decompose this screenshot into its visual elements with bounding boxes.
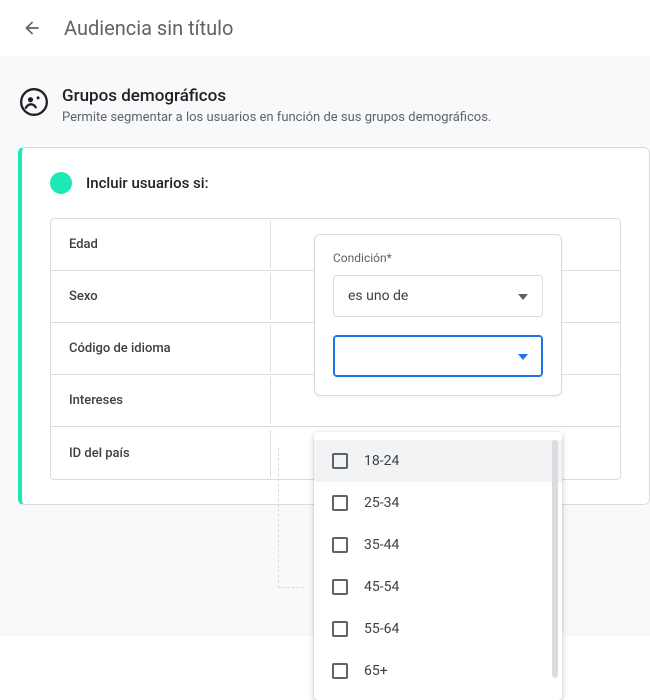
option-label: 35-44 <box>364 537 399 553</box>
section-description: Permite segmentar a los usuarios en func… <box>62 110 491 125</box>
dropdown-option[interactable]: 25-34 <box>314 482 562 524</box>
checkbox-icon[interactable] <box>332 621 348 637</box>
page-header: Audiencia sin título <box>0 0 650 56</box>
dropdown-option[interactable]: 35-44 <box>314 524 562 566</box>
section-title: Grupos demográficos <box>62 86 491 106</box>
page-title: Audiencia sin título <box>64 16 233 40</box>
dimension-label: Sexo <box>51 273 271 320</box>
option-label: 45-54 <box>364 579 399 595</box>
include-dot-icon <box>50 172 72 194</box>
condition-field-label: Condición* <box>333 251 543 265</box>
checkbox-icon[interactable] <box>332 579 348 595</box>
checkbox-icon[interactable] <box>332 495 348 511</box>
checkbox-icon[interactable] <box>332 453 348 469</box>
builder-card: Incluir usuarios si: Edad Sexo Código de i… <box>18 147 650 505</box>
condition-selected-value: es uno de <box>348 288 408 304</box>
content-area: Grupos demográficos Permite segmentar a … <box>0 56 650 636</box>
dropdown-option[interactable]: 18-24 <box>314 440 562 482</box>
demographics-icon <box>20 88 48 116</box>
value-dropdown-list[interactable]: 18-24 25-34 35-44 45-54 55-64 65+ <box>314 432 562 700</box>
dropdown-option[interactable]: 45-54 <box>314 566 562 608</box>
dropdown-option[interactable]: 65+ <box>314 650 562 692</box>
scrollbar[interactable] <box>552 440 558 678</box>
dimension-label: Edad <box>51 221 271 268</box>
include-label: Incluir usuarios si: <box>86 174 209 192</box>
include-header: Incluir usuarios si: <box>50 172 621 194</box>
checkbox-icon[interactable] <box>332 663 348 679</box>
dimension-label: Intereses <box>51 377 271 424</box>
condition-select[interactable]: es uno de <box>333 275 543 317</box>
section-header: Grupos demográficos Permite segmentar a … <box>0 74 650 147</box>
connector-line <box>278 448 304 588</box>
dropdown-option[interactable]: 55-64 <box>314 608 562 650</box>
option-label: 65+ <box>364 663 388 679</box>
chevron-down-icon <box>518 348 528 364</box>
chevron-down-icon <box>518 288 528 304</box>
condition-panel: Condición* es uno de <box>314 234 562 396</box>
dimension-label: Código de idioma <box>51 325 271 372</box>
option-label: 55-64 <box>364 621 399 637</box>
dimension-label: ID del país <box>51 430 271 477</box>
value-select[interactable] <box>333 335 543 377</box>
option-label: 25-34 <box>364 495 399 511</box>
checkbox-icon[interactable] <box>332 537 348 553</box>
back-arrow-icon[interactable] <box>20 16 44 40</box>
option-label: 18-24 <box>364 453 399 469</box>
